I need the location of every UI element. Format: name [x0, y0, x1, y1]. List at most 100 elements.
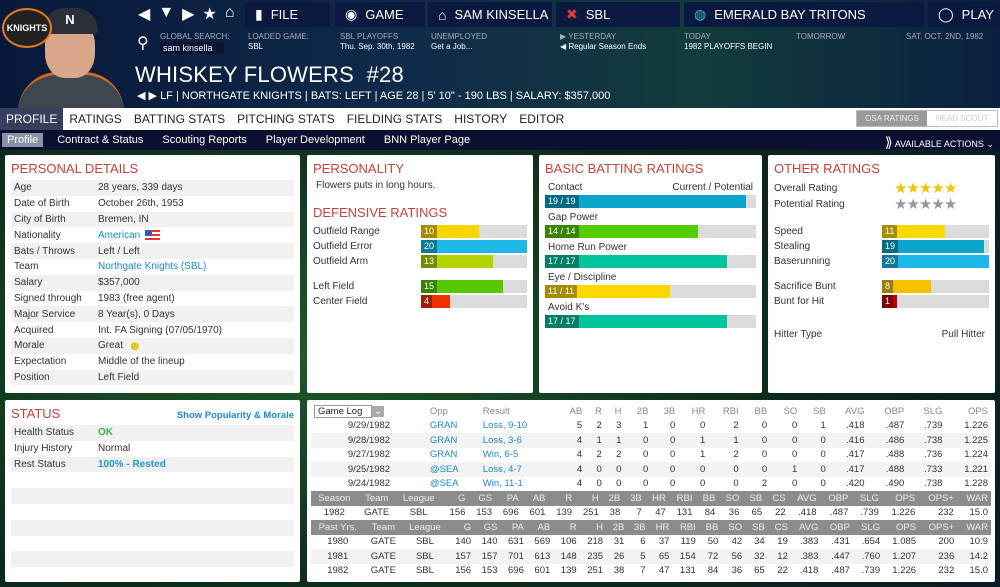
column-header: AVG	[790, 520, 822, 535]
stat-cell: .738	[907, 433, 946, 448]
rating-row: Stealing 19	[774, 239, 989, 254]
opponent-link[interactable]: GRAN	[426, 433, 480, 448]
result-link[interactable]: Loss, 3-6	[479, 433, 557, 448]
column-header: SLG	[851, 491, 882, 506]
tab-history[interactable]: HISTORY	[454, 112, 508, 126]
stat-cell: 0	[585, 462, 605, 477]
status-label: Health Status	[14, 427, 75, 439]
tab-profile[interactable]: PROFILE	[0, 108, 64, 130]
forward-icon[interactable]: ▶	[182, 6, 195, 23]
stat-cell: 157	[447, 549, 475, 564]
star-icon[interactable]: ★	[202, 6, 217, 23]
column-header: OPS	[883, 520, 920, 535]
season-stats-table: Season Team League G GS PA AB R H 2B 3B HR RBI BB SO SB…	[311, 491, 991, 520]
stat-cell: .487	[829, 507, 849, 519]
result-link[interactable]: Win, 11-1	[482, 478, 523, 490]
global-search-input[interactable]	[160, 42, 224, 54]
rating-label-row: Contact Current / Potential	[545, 180, 756, 195]
back-icon[interactable]: ◀	[138, 6, 151, 23]
stat-cell: 9/28/1982	[311, 433, 427, 448]
tab-ratings[interactable]: RATINGS	[69, 112, 122, 126]
stat-cell: 4	[556, 433, 586, 448]
stat-cell: 0	[651, 433, 679, 448]
stat-cell: 31	[613, 536, 625, 548]
tab-pitching-stats[interactable]: PITCHING STATS	[237, 112, 335, 126]
prev-player-icon[interactable]: ◀	[137, 90, 146, 102]
opponent-link[interactable]: GRAN	[429, 449, 458, 461]
play-button[interactable]: ◯ PLAY	[928, 2, 1000, 27]
column-header: WAR	[956, 491, 991, 506]
stat-cell: 0	[651, 462, 679, 477]
column-header: SLG	[923, 405, 943, 417]
stat-cell: 26	[606, 549, 628, 564]
result-link[interactable]: Loss, 9-10	[482, 420, 528, 432]
result-link[interactable]: Win, 6-5	[482, 449, 519, 461]
subtab-contract[interactable]: Contract & Status	[57, 134, 144, 146]
empty-row	[11, 519, 294, 536]
star-icon: ★	[931, 180, 944, 197]
subtab-profile[interactable]: Profile	[2, 133, 44, 147]
head-scout-button[interactable]: HEAD SCOUT	[935, 114, 989, 123]
subtab-development[interactable]: Player Development	[265, 134, 365, 146]
stat-cell: 200	[938, 536, 955, 548]
file-button[interactable]: ▮ FILE	[245, 2, 330, 27]
rating-label: Home Run Power	[548, 242, 627, 253]
opponent-link[interactable]: GRAN	[429, 420, 458, 432]
manager-button[interactable]: ⌂ SAM KINSELLA	[428, 2, 552, 27]
available-actions-button[interactable]: ⟫ AVAILABLE ACTIONS ⌄	[884, 134, 994, 150]
show-popularity-link[interactable]: Show Popularity & Morale	[176, 410, 294, 421]
stat-cell: 0	[800, 433, 829, 448]
tab-editor[interactable]: EDITOR	[519, 112, 565, 126]
rating-value: 4	[421, 295, 433, 308]
stat-cell: 236	[919, 549, 958, 564]
rating-fill	[421, 255, 494, 268]
detail-label: Signed through	[14, 292, 82, 304]
panel-title: PERSONAL DETAILS	[11, 161, 139, 176]
game-button[interactable]: ◉ GAME	[335, 2, 425, 27]
star-icon: ★	[931, 196, 944, 213]
stat-cell: 7	[640, 565, 646, 577]
stat-cell: 631	[508, 536, 524, 548]
personality-panel: PERSONALITY Flowers puts in long hours. …	[307, 155, 533, 393]
subtab-scouting[interactable]: Scouting Reports	[162, 134, 247, 146]
job-info[interactable]: UNEMPLOYED Get a Job...	[431, 32, 488, 51]
stat-cell: 47	[655, 507, 666, 519]
stat-cell: .487	[885, 420, 905, 432]
today-info: TODAY 1982 PLAYOFFS BEGIN	[684, 32, 773, 51]
next-player-icon[interactable]: ▶	[148, 90, 157, 102]
league-button[interactable]: ✖ SBL	[556, 2, 680, 27]
dropdown-icon[interactable]: ▼	[158, 4, 175, 21]
stat-cell: 1	[770, 462, 801, 477]
game-log-row: 9/25/1982 @SEA Loss, 4-7 4 0 0 0 0 0 0 0 1 0.417.488…	[311, 462, 991, 477]
stat-cell: .488	[885, 449, 905, 461]
detail-value[interactable]: Northgate Knights (SBL)	[98, 261, 207, 273]
detail-value[interactable]: American	[98, 229, 141, 241]
opponent-link[interactable]: @SEA	[426, 462, 480, 477]
rating-value: 17 / 17	[545, 255, 579, 268]
yesterday-info[interactable]: ▶ YESTERDAY ◀ Regular Season Ends	[560, 32, 647, 51]
subtab-bnn[interactable]: BNN Player Page	[383, 134, 471, 146]
stat-cell: 65	[751, 507, 763, 519]
column-header: 3B	[663, 405, 676, 417]
home-icon[interactable]: ⌂	[224, 4, 235, 21]
result-link[interactable]: Loss, 4-7	[479, 462, 557, 477]
stat-cell: 6	[640, 536, 646, 548]
stat-cell: 2	[761, 478, 768, 490]
column-header: G	[441, 491, 469, 506]
log-type-select[interactable]: Game Log ⌄	[311, 404, 427, 419]
stat-cell: 0	[678, 462, 709, 477]
stat-cell: 84	[704, 507, 716, 519]
column-header: SB	[745, 520, 768, 535]
detail-value: Great	[98, 340, 124, 352]
team-button[interactable]: ◍ EMERALD BAY TRITONS	[684, 2, 924, 27]
stat-cell: .739	[860, 507, 879, 519]
tab-batting-stats[interactable]: BATTING STATS	[133, 112, 226, 126]
rating-bar: 10	[421, 225, 527, 238]
osa-ratings-button[interactable]: OSA RATINGS	[857, 111, 927, 126]
detail-row: Morale Great ☻	[11, 337, 294, 354]
tab-fielding-stats[interactable]: FIELDING STATS	[346, 112, 443, 126]
column-header: GS	[474, 520, 501, 535]
opponent-link[interactable]: @SEA	[429, 478, 459, 490]
stat-cell: 1.221	[945, 462, 991, 477]
rating-fill	[421, 280, 503, 293]
